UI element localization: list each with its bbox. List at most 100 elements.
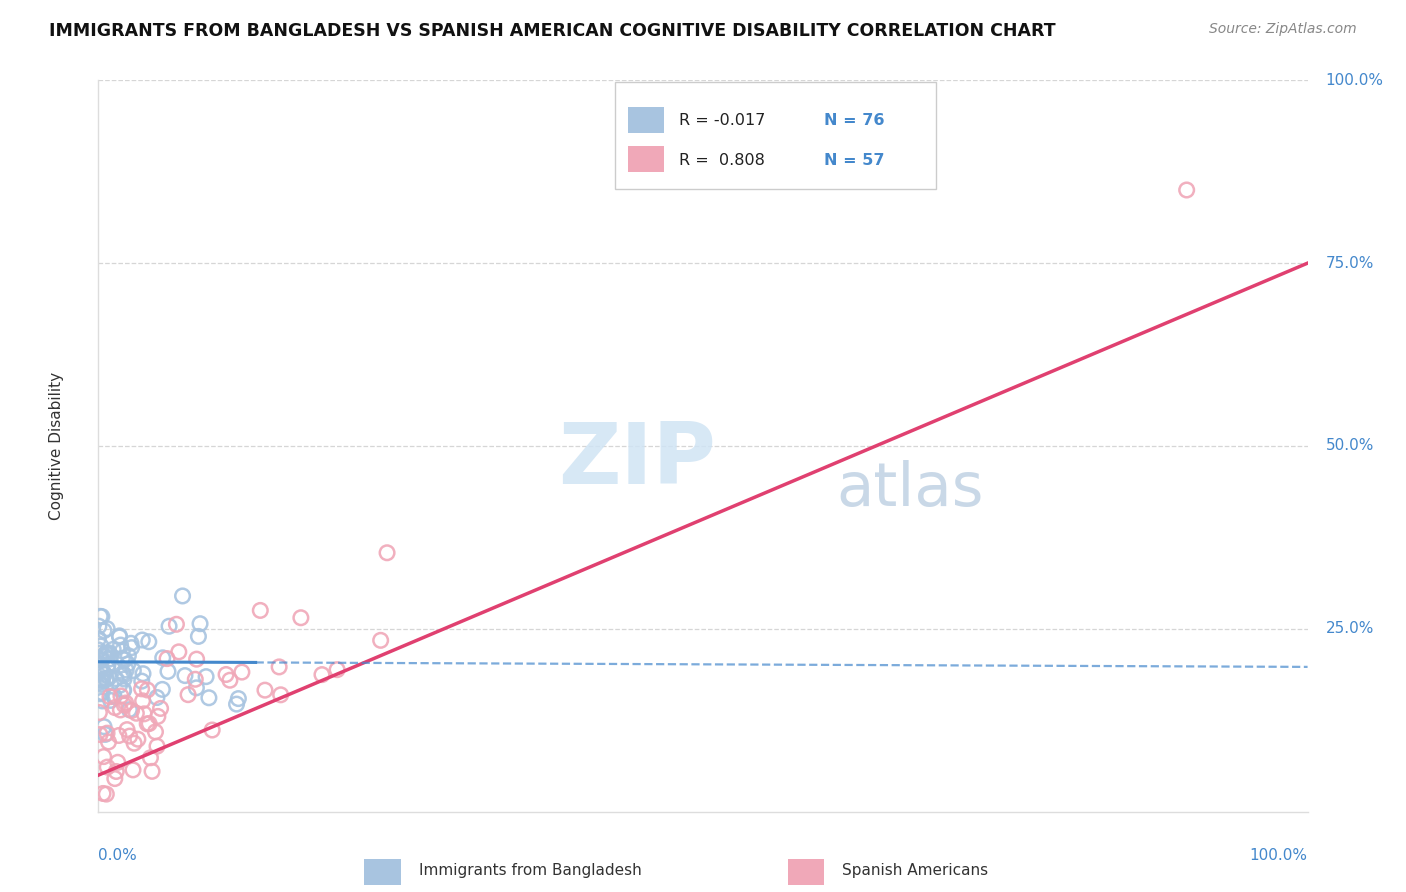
Point: [103, 689, 125, 703]
Point: [138, 634, 160, 648]
Point: [152, 650, 174, 665]
Text: N = 57: N = 57: [824, 153, 884, 169]
Point: [110, 638, 132, 652]
Text: 25.0%: 25.0%: [1326, 622, 1374, 636]
Point: [89, 664, 111, 678]
Point: [156, 665, 179, 679]
Point: [87, 675, 110, 690]
Point: [172, 589, 194, 603]
Point: [94, 647, 117, 661]
Point: [370, 633, 392, 648]
Point: [93, 624, 115, 638]
Text: Spanish Americans: Spanish Americans: [842, 863, 988, 878]
Point: [104, 772, 127, 786]
Point: [138, 716, 160, 731]
Text: R = -0.017: R = -0.017: [679, 113, 765, 128]
Point: [165, 617, 187, 632]
Point: [108, 630, 131, 644]
Text: 0.0%: 0.0%: [98, 848, 138, 863]
Point: [103, 642, 125, 657]
Text: 50.0%: 50.0%: [1326, 439, 1374, 453]
Point: [225, 697, 247, 711]
Point: [93, 720, 115, 734]
Point: [118, 729, 141, 743]
FancyBboxPatch shape: [787, 859, 824, 885]
Point: [157, 619, 180, 633]
FancyBboxPatch shape: [628, 107, 664, 133]
Point: [97, 735, 120, 749]
Point: [149, 701, 172, 715]
Text: Immigrants from Bangladesh: Immigrants from Bangladesh: [419, 863, 641, 878]
Point: [198, 690, 221, 705]
Point: [118, 703, 141, 717]
Point: [96, 661, 118, 675]
FancyBboxPatch shape: [614, 82, 936, 188]
Point: [122, 763, 145, 777]
Point: [87, 632, 110, 646]
FancyBboxPatch shape: [628, 146, 664, 171]
Point: [139, 751, 162, 765]
Point: [270, 688, 292, 702]
Point: [87, 643, 110, 657]
Point: [231, 665, 253, 679]
Point: [131, 633, 153, 648]
Point: [111, 644, 134, 658]
Text: Source: ZipAtlas.com: Source: ZipAtlas.com: [1209, 22, 1357, 37]
Point: [146, 690, 169, 705]
Point: [253, 683, 276, 698]
Point: [136, 716, 159, 731]
Point: [112, 672, 135, 686]
Point: [94, 673, 117, 687]
Point: [131, 674, 153, 689]
Point: [96, 760, 118, 774]
Point: [110, 703, 132, 717]
Point: [1175, 183, 1198, 197]
Point: [136, 683, 159, 698]
Point: [108, 629, 131, 643]
Point: [156, 651, 179, 665]
Point: [96, 726, 118, 740]
Point: [117, 657, 139, 671]
Point: [96, 646, 118, 660]
Point: [111, 666, 134, 681]
Point: [100, 693, 122, 707]
Point: [87, 619, 110, 633]
Point: [96, 622, 118, 636]
Point: [91, 674, 114, 689]
Text: atlas: atlas: [837, 460, 984, 519]
Point: [290, 611, 312, 625]
Point: [114, 696, 136, 710]
Text: N = 76: N = 76: [824, 113, 884, 128]
Point: [93, 749, 115, 764]
FancyBboxPatch shape: [364, 859, 401, 885]
Point: [201, 723, 224, 737]
Text: 75.0%: 75.0%: [1326, 256, 1374, 270]
Point: [326, 663, 349, 677]
Point: [97, 657, 120, 672]
Point: [122, 664, 145, 678]
Point: [114, 653, 136, 667]
Point: [215, 667, 238, 681]
Point: [117, 648, 139, 663]
Point: [121, 640, 143, 655]
Point: [108, 678, 131, 692]
Point: [89, 727, 111, 741]
Point: [195, 670, 218, 684]
Point: [90, 687, 112, 701]
Point: [150, 682, 173, 697]
Point: [186, 681, 208, 695]
Point: [122, 736, 145, 750]
Point: [112, 683, 135, 698]
Point: [177, 688, 200, 702]
Point: [93, 667, 115, 681]
Point: [132, 666, 155, 681]
Point: [90, 677, 112, 691]
Point: [146, 739, 169, 754]
Point: [125, 706, 148, 721]
Point: [134, 706, 156, 721]
Point: [141, 764, 163, 779]
Point: [228, 691, 250, 706]
Point: [184, 673, 207, 687]
Point: [96, 672, 118, 686]
Point: [104, 700, 127, 714]
